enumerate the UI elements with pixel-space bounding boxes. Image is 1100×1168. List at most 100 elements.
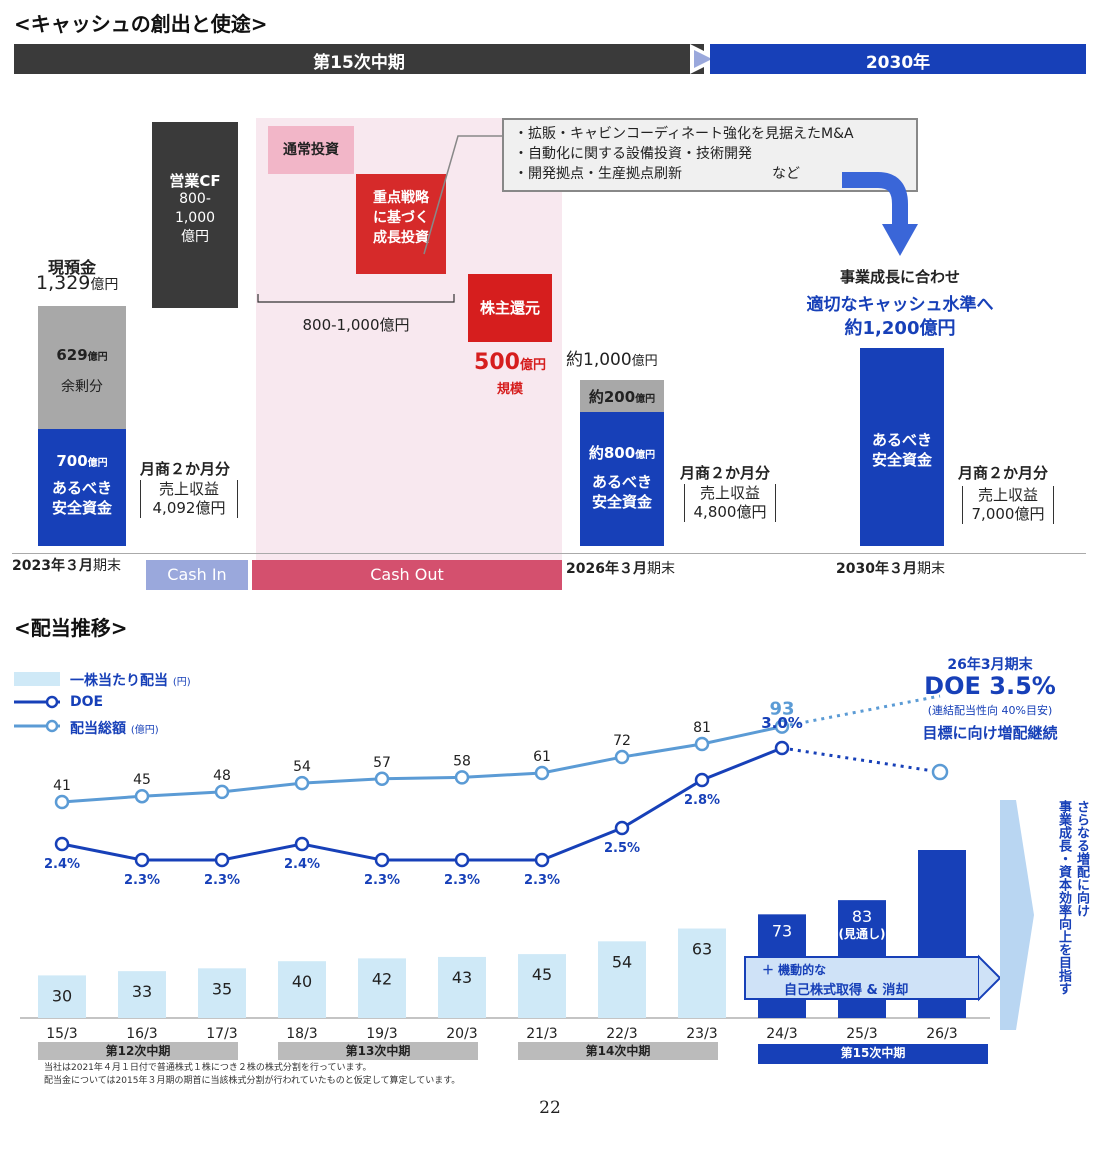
total-label: 72 <box>613 733 631 749</box>
surplus-bar-2026 <box>580 380 664 412</box>
total-point <box>694 736 710 752</box>
total-label: 81 <box>693 720 711 736</box>
period-next-label: 2030年 <box>865 53 931 73</box>
total-label: 57 <box>373 755 391 771</box>
x-tick-label: 15/3 <box>46 1026 77 1042</box>
date-2023: 2023年３月期末 <box>12 558 121 574</box>
total-2026: 約1,000億円 <box>566 350 658 370</box>
safe-value-2023: 700億円 <box>56 452 108 470</box>
sales-2026-line3: 4,800億円 <box>693 503 767 521</box>
dps-label: 45 <box>532 965 552 984</box>
callout-pointer <box>423 135 504 255</box>
safe-bar-2026 <box>580 412 664 546</box>
period-14: 第14次中期 <box>518 1042 718 1060</box>
x-tick-label: 25/3 <box>846 1026 877 1042</box>
safe-bar-2030 <box>860 348 944 546</box>
doe-label: 2.4% <box>44 857 80 872</box>
buyback-line2: 自己株式取得 & 消却 <box>784 983 909 998</box>
x-tick-label: 20/3 <box>446 1026 477 1042</box>
doe-point <box>534 852 550 868</box>
doe-point <box>134 852 150 868</box>
total-point <box>454 770 470 785</box>
note-2: 配当金については2015年３月期の期首に当該株式分割が行われていたものと仮定して… <box>44 1076 461 1086</box>
total-label: 41 <box>53 778 71 794</box>
dps-label: 33 <box>132 982 152 1001</box>
legend-dps-swatch <box>14 672 60 686</box>
invest-range-bracket <box>257 294 455 303</box>
doe-point <box>54 836 70 852</box>
doe-point <box>214 852 230 868</box>
total-point <box>214 784 230 800</box>
x-tick-label: 24/3 <box>766 1026 797 1042</box>
focus-invest-box: 重点戦略 に基づく 成長投資 <box>356 174 446 274</box>
x-tick-label: 19/3 <box>366 1026 397 1042</box>
target-title: 26年3月期末 <box>947 657 1033 673</box>
period-12: 第12次中期 <box>38 1042 238 1060</box>
sales-2030-line3: 7,000億円 <box>971 505 1045 523</box>
total-label: 61 <box>533 749 551 765</box>
cash-in-label: Cash In <box>146 560 248 590</box>
page-number: 22 <box>539 1098 561 1118</box>
sales-2030-line2: 売上収益 <box>977 486 1038 504</box>
opcf-label: 営業CF <box>169 172 221 190</box>
date-2030: 2030年３月期末 <box>836 561 945 577</box>
sales-2030-box: 売上収益 7,000億円 <box>962 486 1054 524</box>
total-point <box>134 788 150 804</box>
x-tick-label: 23/3 <box>686 1026 717 1042</box>
callout-item-3: ・開発拠点・生産拠点刷新 など <box>514 166 800 182</box>
total-label: 45 <box>133 772 151 788</box>
vertical-goal-text: さらなる増配に向け 事業成長・資本効率向上を目指す <box>1056 800 1089 995</box>
safe-bar-2023 <box>38 429 126 546</box>
dividend-section-title: <配当推移> <box>14 616 128 640</box>
total-label: 54 <box>293 759 311 775</box>
shareholder-sub: 規模 <box>496 382 523 397</box>
sales-2030-line1: 月商２か月分 <box>958 464 1049 482</box>
doe-label: 3.0% <box>761 714 803 732</box>
dps-label: 63 <box>692 940 712 959</box>
dps-label: 42 <box>372 969 392 988</box>
target-doe: DOE 3.5% <box>924 672 1056 700</box>
doe-label: 2.3% <box>124 873 160 888</box>
period-current-label: 第15次中期 <box>313 53 405 73</box>
dps-bar <box>118 971 166 1018</box>
x-tick-label: 18/3 <box>286 1026 317 1042</box>
doe-point <box>294 836 310 852</box>
sales-2023-line3: 4,092億円 <box>152 499 226 517</box>
period-bar-next <box>710 44 1086 74</box>
dps-bar <box>278 961 326 1018</box>
target-text: 目標に向け増配継続 <box>922 724 1058 742</box>
sales-2023-line2: 売上収益 <box>158 480 219 498</box>
normal-invest-box: 通常投資 <box>268 126 354 174</box>
dps-label: 35 <box>212 979 232 998</box>
opcf-value: 800- 1,000 億円 <box>174 191 216 245</box>
dps-bar <box>518 954 566 1018</box>
callout-item-2: ・自動化に関する設備投資・技術開発 <box>514 146 752 162</box>
doe-point <box>694 772 710 788</box>
cash-out-label: Cash Out <box>252 560 562 590</box>
forecast-label: (見通し) <box>839 926 886 941</box>
doe-line <box>61 746 783 862</box>
buyback-line1: ＋ 機動的な <box>762 963 827 977</box>
total-label: 93 <box>769 699 794 720</box>
doe-point <box>374 852 390 868</box>
sales-2023-line1: 月商２か月分 <box>140 460 231 478</box>
doe-label: 2.8% <box>684 793 720 808</box>
shareholder-box: 株主還元 <box>468 274 552 342</box>
total-point <box>774 719 790 734</box>
right-big-arrow-icon <box>1000 800 1034 1030</box>
dps-bar <box>678 928 726 1018</box>
period-arrow-icon <box>690 44 720 74</box>
period-13: 第13次中期 <box>278 1042 478 1060</box>
doe-point <box>774 740 790 756</box>
target-note: (連結配当性向 40%目安) <box>927 704 1053 717</box>
cash-label: 現預金 <box>48 258 97 277</box>
dps-label: 30 <box>52 986 72 1005</box>
total-point <box>614 749 630 765</box>
surplus-value-2026: 約200億円 <box>588 388 656 406</box>
surplus-label-2023: 余剰分 <box>61 379 103 395</box>
x-tick-label: 26/3 <box>926 1026 957 1042</box>
x-tick-label: 16/3 <box>126 1026 157 1042</box>
dps-label: 54 <box>612 952 632 971</box>
sales-2023-box: 売上収益 4,092億円 <box>140 480 238 518</box>
total-point <box>534 765 550 781</box>
